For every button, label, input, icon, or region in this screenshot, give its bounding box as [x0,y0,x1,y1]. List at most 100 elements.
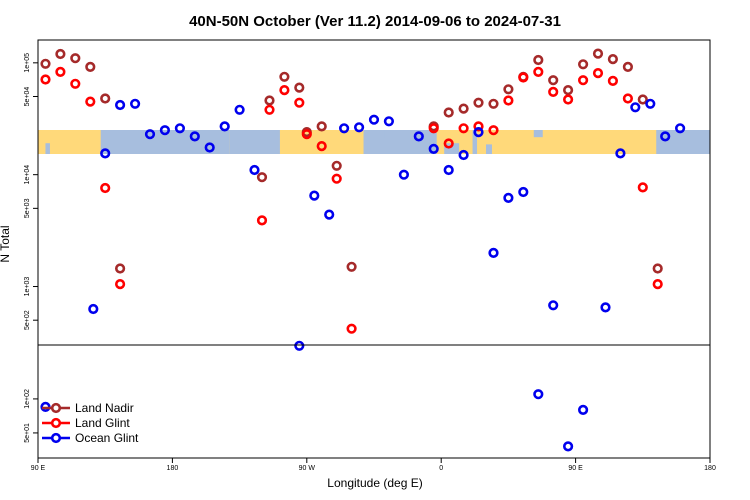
data-point [577,59,589,70]
data-point [518,186,529,198]
data-point [443,107,454,118]
data-point [458,103,469,114]
data-point [301,129,312,140]
data-point [55,66,66,77]
map-inlet [366,130,385,139]
data-point [645,98,656,109]
data-point [40,74,51,85]
data-point [294,340,305,351]
data-point [346,261,357,272]
data-point [354,122,365,133]
data-point [279,84,290,96]
x-tick-label: 90 W [299,465,316,472]
plot-frame [37,39,711,459]
data-point [503,84,514,95]
series-land-nadir [40,48,663,274]
data-point [607,53,619,65]
data-point [577,75,589,86]
data-point [533,54,544,66]
data-point [615,148,626,159]
map-inlet [429,130,436,154]
data-point [114,99,126,111]
data-point [294,97,305,108]
data-point [592,48,604,59]
data-point [652,263,663,274]
y-tick-label: 1e+05 [24,53,31,73]
data-point [85,96,96,107]
map-inlet [533,130,543,138]
data-point [189,131,200,142]
data-point [652,279,663,290]
series-ocean-glint [40,98,686,452]
data-point [249,164,260,176]
data-point [660,131,671,142]
data-point [503,95,514,106]
data-point [413,131,424,142]
data-point [622,93,634,104]
data-point [339,123,350,134]
data-point [331,160,342,171]
x-tick-label: 90 E [568,465,583,472]
data-point [562,441,574,452]
data-point [114,279,126,290]
legend-item: Land Nadir [42,401,134,415]
map-inlet [444,143,460,154]
y-axis-label: N Total [0,225,12,262]
y-tick-label: 1e+02 [24,389,31,409]
data-point [316,121,327,132]
data-point [159,125,170,136]
data-point [309,190,320,201]
data-point [443,138,454,149]
data-point [219,121,230,132]
data-point [368,114,380,125]
y-tick-label: 5e+04 [24,87,31,107]
y-tick-label: 5e+01 [24,423,31,443]
data-point [324,209,335,220]
data-point [637,182,648,193]
data-point [562,84,574,96]
map-caspian-sea [472,130,478,154]
legend-item: Land Glint [42,416,130,430]
data-point [533,66,544,77]
x-tick-label: 180 [167,465,179,472]
data-point [458,123,469,134]
data-point [264,95,275,106]
data-point [204,142,215,153]
data-point [256,215,268,226]
y-axis: 1e+05 5e+04 1e+04 5e+03 1e+03 5e+02 1e+02 5e+01 [24,53,38,443]
data-point [548,86,559,97]
data-point [256,172,268,183]
data-point [55,48,66,60]
data-point [346,323,357,334]
y-tick-label: 5e+02 [24,310,31,330]
plot-area [37,39,711,459]
data-point [488,125,499,136]
data-point [503,192,514,203]
data-point [114,263,126,274]
y-tick-label: 1e+03 [24,277,31,297]
data-point [234,104,245,115]
data-point [473,97,484,108]
map-inlet [45,143,50,154]
data-point [674,123,686,134]
data-point [622,61,634,73]
data-point [279,71,290,82]
y-tick-label: 1e+04 [24,165,31,185]
points-layer [40,48,686,452]
data-point [443,164,454,176]
legend-marker [50,417,62,429]
data-point [428,123,439,134]
data-point [144,129,156,140]
data-point [488,98,499,109]
y-tick-label: 5e+03 [24,198,31,218]
data-point [577,404,589,416]
data-point [383,116,395,127]
x-tick-label: 180 [704,465,716,472]
data-point [488,247,499,258]
data-point [316,141,327,152]
data-point [630,102,641,113]
data-point [130,98,141,109]
legend-label: Land Nadir [75,401,134,415]
x-tick-label: 90 E [31,465,46,472]
